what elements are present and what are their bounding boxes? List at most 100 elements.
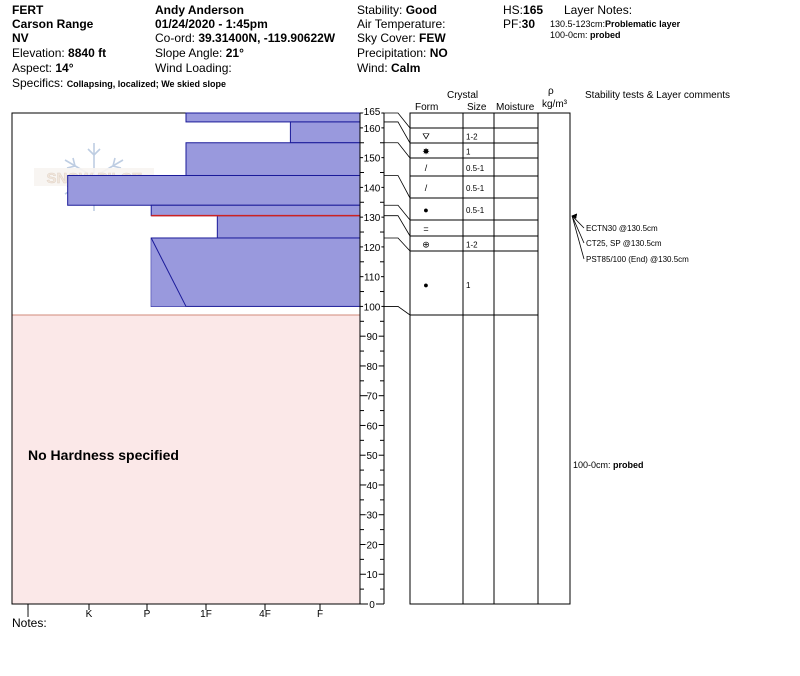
layer-note-1: 130.5-123cm:Problematic layer — [550, 19, 680, 30]
depth-label-20: 20 — [366, 540, 378, 551]
hs-value: 165 — [523, 3, 544, 17]
grain-form-4: / — [425, 183, 428, 193]
grain-size-5: 0.5-1 — [466, 206, 485, 215]
sky-cover: Sky Cover: FEW — [357, 31, 446, 45]
aspect-label: Aspect: — [12, 61, 56, 75]
depth-label-160: 160 — [364, 124, 381, 135]
elevation-value: 8840 ft — [68, 46, 107, 60]
rho-heading: ρ — [548, 86, 554, 97]
comment-100-0: 100-0cm: probed — [573, 460, 644, 471]
test-label-3: PST85/100 (End) @130.5cm — [586, 255, 689, 264]
hardness-label-I: I — [27, 609, 30, 620]
hardness-label-P: P — [144, 609, 151, 620]
grain-size-7: 1-2 — [466, 241, 478, 250]
layer-note-2: 100-0cm: probed — [550, 30, 621, 41]
grain-size-4: 0.5-1 — [466, 184, 485, 193]
density-unit: kg/m³ — [542, 99, 567, 110]
depth-label-120: 120 — [364, 243, 381, 254]
grain-form-1: ⛛ — [422, 132, 430, 142]
test-label-1: ECTN30 @130.5cm — [586, 224, 658, 233]
depth-connectors — [384, 112, 411, 316]
depth-label-50: 50 — [366, 451, 378, 462]
grain-size-2: 1 — [466, 148, 471, 157]
grain-form-2: ✸ — [422, 147, 430, 157]
coordinates: Co-ord: 39.31400N, -119.90622W — [155, 31, 335, 45]
depth-axis: 0 10 20 30 40 50 60 70 80 90 100 110 120 130 140 150 160… — [360, 106, 384, 613]
slope-angle: Slope Angle: 21° — [155, 46, 244, 60]
hardness-label-F: F — [317, 609, 323, 620]
coord-label: Co-ord: — [155, 31, 199, 45]
crystal-table-frame — [409, 112, 571, 605]
layer-bar-2 — [289, 121, 361, 144]
depth-connector-7 — [384, 237, 411, 252]
layer-bar-4 — [67, 174, 361, 206]
stability-tests: ECTN30 @130.5cm CT25, SP @130.5cm PST85/10… — [571, 213, 689, 264]
depth-label-165: 165 — [364, 107, 381, 118]
precip-value: NO — [429, 46, 448, 60]
depth-connector-5 — [384, 204, 411, 221]
depth-connector-6 — [384, 215, 411, 237]
no-hardness-label: No Hardness specified — [28, 447, 179, 463]
crystal-table-rows: ⛛ 1-2 ✸ 1 / 0.5-1 / 0.5-1 ● 0.5-1 = ⊕ 1-2 ● 1 — [410, 127, 538, 316]
test-label-2: CT25, SP @130.5cm — [586, 239, 662, 248]
slope-value: 21° — [225, 46, 244, 60]
datetime: 01/24/2020 - 1:45pm — [155, 17, 268, 31]
layer-bars — [67, 112, 361, 307]
grain-size-3: 0.5-1 — [466, 164, 485, 173]
form-heading: Form — [415, 102, 439, 113]
grain-size-1: 1-2 — [466, 133, 478, 142]
depth-connector-2 — [384, 121, 411, 144]
depth-label-100: 100 — [364, 302, 381, 313]
stability-value: Good — [405, 3, 438, 17]
grain-size-8: 1 — [466, 281, 471, 290]
air-temperature: Air Temperature: — [357, 17, 446, 31]
grain-form-5: ● — [423, 205, 428, 215]
aspect-value: 14° — [55, 61, 74, 75]
slope-label: Slope Angle: — [155, 46, 226, 60]
specifics-label: Specifics: — [12, 76, 67, 90]
layer-bar-7 — [150, 237, 361, 307]
test-pointer-1 — [571, 215, 585, 229]
hardness-label-1F: 1F — [200, 609, 212, 620]
hardness-label-4F: 4F — [259, 609, 271, 620]
depth-label-60: 60 — [366, 421, 378, 432]
depth-label-80: 80 — [366, 362, 378, 373]
comment-range: 100-0cm: — [573, 460, 614, 470]
penetration-foot: PF:30 — [503, 17, 535, 31]
layer-bar-3 — [185, 142, 361, 176]
depth-label-10: 10 — [366, 570, 378, 581]
elevation: Elevation: 8840 ft — [12, 46, 106, 60]
layer-note-2-range: 100-0cm: — [550, 30, 591, 40]
layer-notes-title: Layer Notes: — [564, 3, 633, 17]
comment-text: probed — [613, 460, 644, 470]
depth-connector-3 — [384, 142, 411, 159]
depth-label-40: 40 — [366, 481, 378, 492]
specifics-value: Collapsing, localized; We skied slope — [66, 79, 227, 89]
hs-label: HS: — [503, 3, 524, 17]
depth-label-70: 70 — [366, 392, 378, 403]
aspect: Aspect: 14° — [12, 61, 74, 75]
layer-bar-6 — [216, 215, 361, 239]
state: NV — [12, 31, 29, 45]
layer-bar-1 — [185, 112, 361, 123]
precip-label: Precipitation: — [357, 46, 430, 60]
no-hardness-region — [12, 315, 360, 604]
stability-label: Stability: — [357, 3, 406, 17]
pf-label: PF: — [503, 17, 522, 31]
size-heading: Size — [467, 102, 487, 113]
observer: Andy Anderson — [155, 3, 244, 17]
depth-label-30: 30 — [366, 511, 378, 522]
sky-value: FEW — [419, 31, 446, 45]
precipitation: Precipitation: NO — [357, 46, 448, 60]
moisture-heading: Moisture — [496, 102, 535, 113]
grain-form-7: ⊕ — [422, 240, 430, 250]
depth-label-130: 130 — [364, 213, 381, 224]
layer-bar-5 — [150, 204, 361, 217]
layer-slant-edge — [150, 237, 187, 307]
grain-form-6: = — [423, 224, 428, 234]
layer-note-2-text: probed — [590, 30, 621, 40]
elevation-label: Elevation: — [12, 46, 69, 60]
test-pointer-2 — [571, 215, 585, 244]
depth-connector-1 — [384, 112, 411, 129]
depth-connector-4 — [384, 175, 411, 199]
